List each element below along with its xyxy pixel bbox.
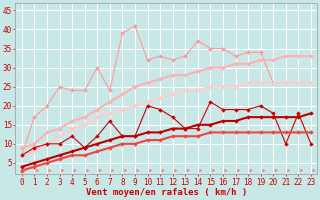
- X-axis label: Vent moyen/en rafales ( km/h ): Vent moyen/en rafales ( km/h ): [86, 188, 247, 197]
